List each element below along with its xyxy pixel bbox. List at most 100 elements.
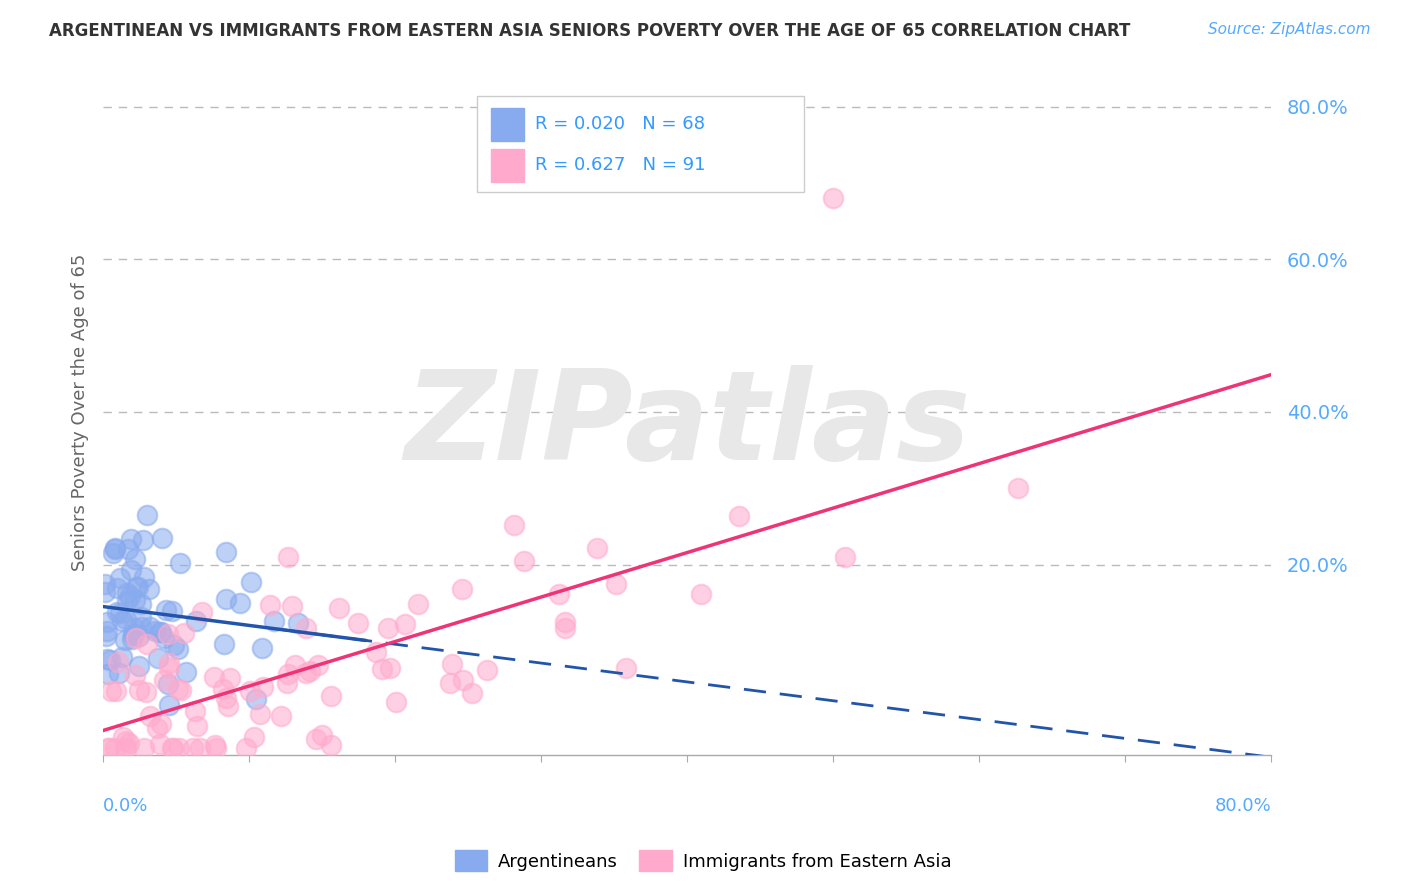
Point xyxy=(167,740,190,755)
Point xyxy=(294,621,316,635)
Point xyxy=(461,686,484,700)
Point xyxy=(384,695,406,709)
Point xyxy=(121,632,143,646)
Point xyxy=(249,707,271,722)
Point xyxy=(124,551,146,566)
Legend: Argentineans, Immigrants from Eastern Asia: Argentineans, Immigrants from Eastern As… xyxy=(447,843,959,879)
Point xyxy=(284,657,307,672)
Point xyxy=(107,655,129,669)
Point xyxy=(439,676,461,690)
Point xyxy=(104,740,127,755)
Point xyxy=(150,531,173,545)
Point xyxy=(229,596,252,610)
Point xyxy=(215,690,238,705)
Point xyxy=(93,585,115,599)
Point xyxy=(114,632,136,647)
Point xyxy=(346,615,368,630)
Point xyxy=(132,570,155,584)
Point xyxy=(138,582,160,596)
Text: Source: ZipAtlas.com: Source: ZipAtlas.com xyxy=(1208,22,1371,37)
Point xyxy=(117,542,139,557)
Point xyxy=(270,708,292,723)
Point xyxy=(304,731,326,746)
Point xyxy=(103,546,125,560)
Point xyxy=(157,698,180,713)
Point xyxy=(277,549,299,564)
Text: ZIPatlas: ZIPatlas xyxy=(404,365,970,486)
Point xyxy=(115,734,138,748)
Point xyxy=(146,721,169,735)
Point xyxy=(235,740,257,755)
Point xyxy=(183,704,205,718)
Point xyxy=(149,716,172,731)
Point xyxy=(128,683,150,698)
Point xyxy=(111,614,134,628)
Point xyxy=(169,557,191,571)
Text: R = 0.627   N = 91: R = 0.627 N = 91 xyxy=(536,156,706,174)
Point xyxy=(96,624,118,638)
Text: 0.0%: 0.0% xyxy=(103,797,149,814)
Point xyxy=(149,624,172,639)
Point xyxy=(451,673,474,688)
FancyBboxPatch shape xyxy=(491,108,523,141)
Point xyxy=(105,581,128,595)
Point xyxy=(104,542,127,557)
Point xyxy=(120,533,142,547)
Point xyxy=(115,594,138,608)
Point xyxy=(242,730,264,744)
Point xyxy=(120,563,142,577)
Point xyxy=(170,682,193,697)
Point xyxy=(160,604,183,618)
Point xyxy=(186,718,208,732)
Point xyxy=(259,598,281,612)
Point xyxy=(215,591,238,606)
Point xyxy=(157,677,180,691)
FancyBboxPatch shape xyxy=(491,149,523,182)
Point xyxy=(143,624,166,639)
Point xyxy=(153,631,176,645)
Point xyxy=(263,615,285,629)
Point xyxy=(135,508,157,522)
Point xyxy=(93,577,115,591)
Point xyxy=(100,653,122,667)
Point xyxy=(245,692,267,706)
Point xyxy=(167,641,190,656)
Point xyxy=(129,597,152,611)
Point xyxy=(554,621,576,635)
Point xyxy=(139,709,162,723)
Point xyxy=(128,628,150,642)
Point xyxy=(105,605,128,619)
Point xyxy=(120,589,142,603)
Point xyxy=(184,615,207,629)
Point xyxy=(132,740,155,755)
Point xyxy=(547,587,569,601)
Point xyxy=(553,615,575,629)
Point xyxy=(298,665,321,679)
Point xyxy=(834,549,856,564)
Point xyxy=(173,626,195,640)
Y-axis label: Seniors Poverty Over the Age of 65: Seniors Poverty Over the Age of 65 xyxy=(72,253,89,571)
Point xyxy=(181,740,204,755)
Point xyxy=(159,656,181,670)
Point xyxy=(205,740,228,755)
Point xyxy=(586,541,609,556)
FancyBboxPatch shape xyxy=(477,96,804,192)
Point xyxy=(215,545,238,559)
Point xyxy=(121,628,143,642)
Point xyxy=(155,602,177,616)
Text: 80.0%: 80.0% xyxy=(1215,797,1271,814)
Point xyxy=(441,657,464,672)
Point xyxy=(127,580,149,594)
Point xyxy=(115,586,138,600)
Point xyxy=(110,606,132,620)
Point xyxy=(131,533,153,548)
Point xyxy=(124,593,146,607)
Point xyxy=(97,667,120,681)
Point xyxy=(371,662,394,676)
Point xyxy=(281,599,304,613)
Point xyxy=(287,615,309,630)
Point xyxy=(513,554,536,568)
Point xyxy=(124,668,146,682)
Point xyxy=(108,571,131,585)
Point xyxy=(139,620,162,634)
